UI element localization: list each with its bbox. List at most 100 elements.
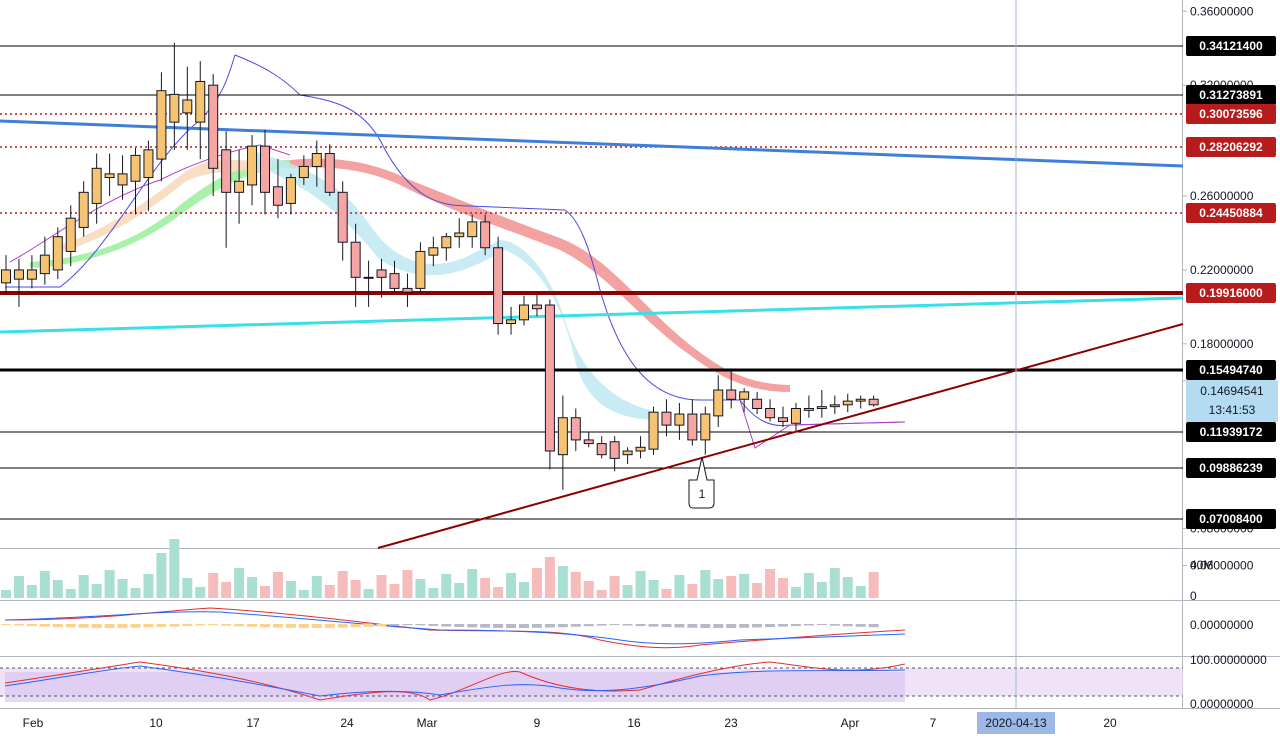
price-badge-label: 0.09886239 (1199, 461, 1263, 475)
candle-body (78, 191, 89, 228)
macd-histogram-bar (324, 624, 335, 628)
macd-histogram-bar (156, 624, 167, 628)
candle (234, 149, 245, 224)
volume-bar (234, 568, 245, 598)
candle-body (65, 217, 76, 252)
candle (298, 155, 309, 185)
time-tick-label: 9 (534, 716, 541, 730)
countdown-label: 13:41:53 (1209, 403, 1256, 417)
time-tick-label: 20 (1103, 716, 1117, 730)
volume-bar (272, 572, 283, 598)
macd-histogram-bar (350, 624, 361, 628)
macd-pane (1, 607, 906, 649)
candle (415, 242, 426, 294)
time-tick-label: 17 (246, 716, 260, 730)
candle-body (531, 304, 542, 310)
main-pane-bg (0, 0, 1183, 548)
candle (1, 255, 11, 294)
volume-bar (609, 576, 620, 598)
volume-bar (311, 576, 322, 598)
candle-body (752, 398, 763, 409)
macd-histogram-bar (195, 624, 206, 626)
price-badge (1186, 509, 1276, 529)
macd-histogram-bar (506, 624, 517, 628)
candle (402, 273, 413, 307)
candle-body (272, 186, 283, 206)
time-axis[interactable]: Feb 10 17 24 Mar 9 16 23 Apr 7 20 (23, 716, 1117, 730)
price-tick-label: 0.26000000 (1190, 189, 1254, 203)
volume-bar (247, 577, 258, 598)
candle (143, 140, 154, 211)
candle (428, 236, 439, 267)
candle (480, 214, 491, 256)
candle-body (298, 165, 309, 179)
volume-bar (790, 587, 801, 598)
volume-bar (298, 590, 309, 598)
macd-histogram-bar (739, 624, 750, 628)
volume-bar (868, 572, 879, 598)
candle-body (208, 84, 219, 169)
macd-histogram-bar (1, 624, 11, 625)
candle (700, 406, 711, 455)
candle-body (195, 80, 206, 123)
price-badge-label: 0.34121400 (1199, 39, 1263, 53)
candle-body (260, 145, 270, 193)
volume-bar (130, 588, 141, 598)
candle (544, 299, 555, 470)
macd-histogram-bar (363, 624, 374, 627)
volume-bar (441, 574, 452, 598)
macd-histogram-bar (635, 624, 646, 627)
volume-bar (519, 582, 529, 598)
volume-bar (52, 580, 63, 598)
volume-bar (350, 580, 361, 598)
volume-bar (221, 582, 232, 598)
candle (376, 258, 387, 298)
candle (337, 181, 348, 261)
candle-body (816, 406, 827, 409)
volume-bar (842, 577, 853, 598)
macd-histogram-bar (480, 624, 491, 628)
candle-body (544, 304, 555, 452)
macd-histogram-bar (337, 624, 348, 628)
candle (726, 369, 737, 409)
candle-body (868, 398, 879, 406)
candle-body (778, 417, 788, 422)
candle-body (661, 411, 672, 426)
macd-histogram-bar (91, 624, 102, 628)
candle (622, 447, 633, 464)
price-badge (1186, 85, 1276, 105)
volume-bar (182, 578, 193, 598)
time-tick-label: 10 (149, 716, 163, 730)
rsi-line (4, 661, 906, 701)
candle-body (402, 287, 413, 293)
volume-bar (687, 584, 698, 598)
candle (790, 402, 801, 431)
annotation-callout[interactable]: 1 (688, 456, 715, 509)
candle (506, 306, 517, 335)
volume-bar (78, 575, 89, 598)
callout-shape (688, 456, 715, 509)
volume-bar (169, 539, 180, 598)
envelope-lower-line (9, 144, 291, 263)
candle (531, 293, 542, 317)
volume-bar (260, 586, 270, 598)
macd-histogram-bar (816, 624, 827, 626)
crosshair-cursor: 2020-04-13 (977, 0, 1055, 734)
volume-bar (557, 566, 568, 598)
volume-bar (156, 553, 167, 598)
macd-histogram-bar (467, 624, 478, 628)
candle (570, 408, 581, 451)
volume-bar (65, 589, 76, 598)
macd-histogram-bar (596, 624, 607, 626)
volume-bar (816, 582, 827, 598)
candle-body (855, 398, 866, 402)
volume-bar (389, 584, 400, 598)
price-tick-label: 0.18000000 (1190, 337, 1254, 351)
candle (752, 391, 763, 415)
candle (674, 402, 685, 440)
callout-label: 1 (699, 487, 706, 501)
candle (583, 432, 594, 448)
candle (635, 436, 646, 459)
candle-body (493, 247, 504, 325)
